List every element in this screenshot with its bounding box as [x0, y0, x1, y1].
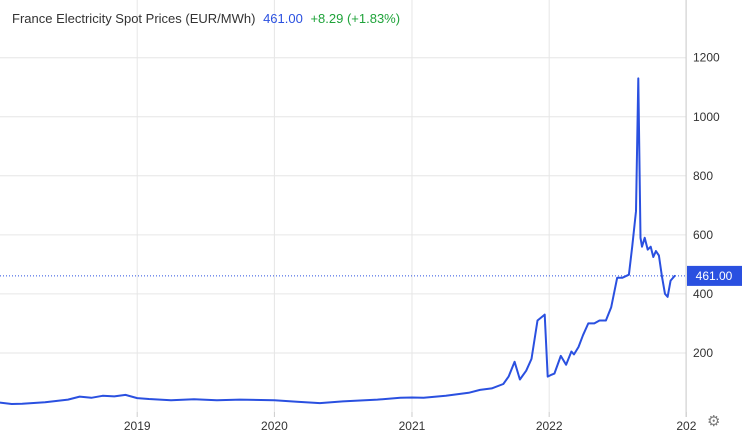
- series-layer: [0, 77, 676, 405]
- y-tick-label: 1200: [693, 51, 720, 65]
- x-tick-label: 202: [676, 419, 696, 433]
- y-tick-label: 400: [693, 287, 713, 301]
- y-tick-label: 1000: [693, 110, 720, 124]
- price-series-line: [0, 77, 676, 405]
- chart-header: France Electricity Spot Prices (EUR/MWh)…: [12, 11, 404, 26]
- x-tick-label: 2019: [124, 419, 151, 433]
- y-tick-label: 600: [693, 228, 713, 242]
- chart-title: France Electricity Spot Prices (EUR/MWh): [12, 11, 256, 26]
- y-tick-label: 200: [693, 346, 713, 360]
- gear-icon[interactable]: ⚙: [707, 413, 721, 430]
- y-tick-label: 800: [693, 169, 713, 183]
- axis-ticks: 200 400 600 800 1000 1200 2019 2020 2021 2022 202: [124, 0, 720, 433]
- current-price-value: 461.00: [263, 11, 303, 26]
- price-change-value: +8.29 (+1.83%): [310, 11, 401, 26]
- x-tick-label: 2020: [261, 419, 288, 433]
- grid-lines: [0, 0, 687, 412]
- current-price-tag: [687, 265, 742, 286]
- price-overlay: 461.00: [0, 265, 742, 286]
- x-tick-label: 2022: [536, 419, 563, 433]
- current-price-tag-label: 461.00: [696, 269, 733, 283]
- x-tick-label: 2021: [399, 419, 426, 433]
